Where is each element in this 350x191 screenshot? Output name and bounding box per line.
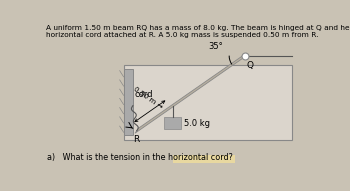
FancyBboxPatch shape xyxy=(124,69,133,135)
Text: a)   What is the tension in the horizontal cord?: a) What is the tension in the horizontal… xyxy=(47,153,233,162)
FancyBboxPatch shape xyxy=(173,155,235,163)
Text: 35°: 35° xyxy=(208,42,223,52)
FancyBboxPatch shape xyxy=(124,65,292,140)
Text: 0.50 m →: 0.50 m → xyxy=(133,85,164,110)
Text: R: R xyxy=(134,135,140,144)
Text: A uniform 1.50 m beam RQ has a mass of 8.0 kg. The beam is hinged at Q and held : A uniform 1.50 m beam RQ has a mass of 8… xyxy=(46,25,350,38)
FancyBboxPatch shape xyxy=(164,117,181,129)
Text: Q: Q xyxy=(247,61,254,70)
Text: 5.0 kg: 5.0 kg xyxy=(183,119,210,128)
Polygon shape xyxy=(135,53,246,133)
Text: cord: cord xyxy=(134,90,153,99)
